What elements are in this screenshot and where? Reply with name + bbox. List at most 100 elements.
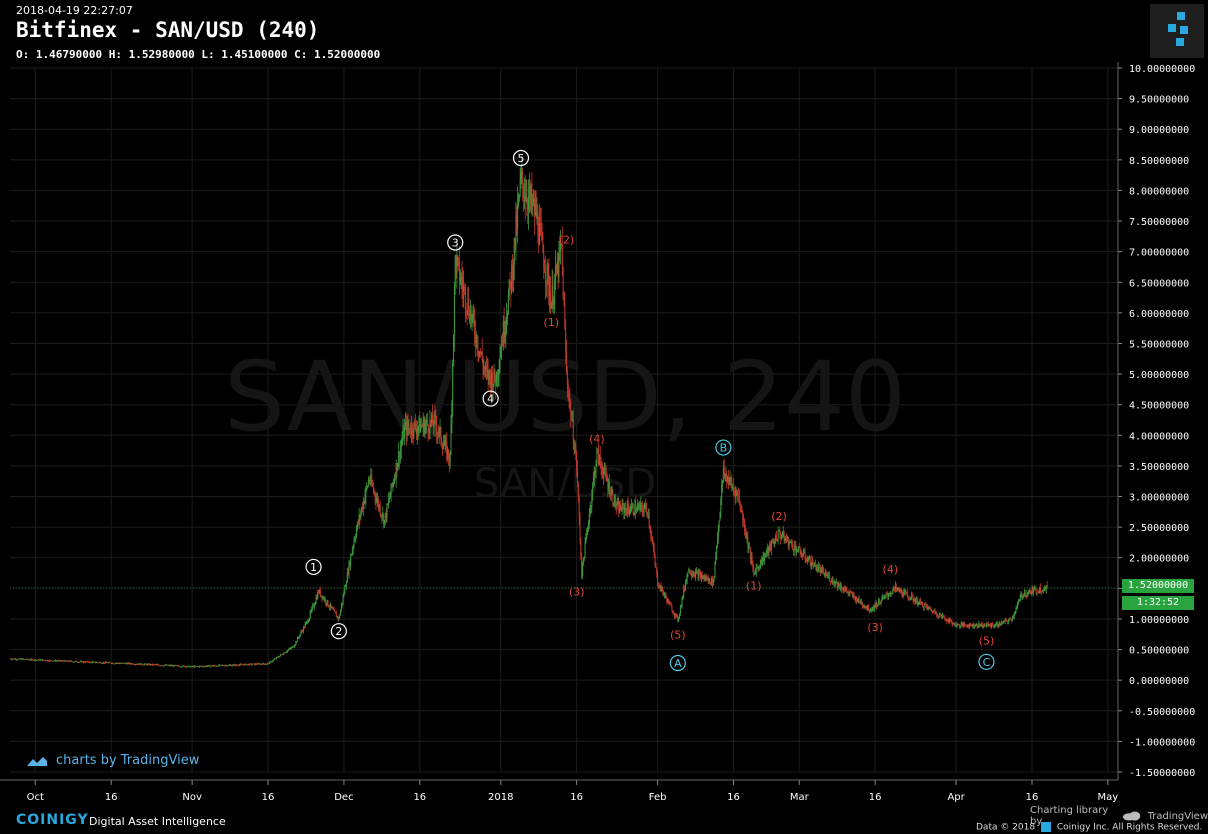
candle [598, 442, 600, 467]
wave-label-white: 3 [447, 234, 464, 251]
candle [791, 538, 793, 548]
candle [669, 602, 671, 605]
candle [192, 665, 194, 668]
candle [946, 618, 948, 625]
candle [762, 551, 764, 566]
candle [200, 665, 202, 667]
candle [910, 591, 912, 601]
candle [12, 658, 14, 661]
candle [480, 351, 482, 356]
candle [914, 597, 916, 605]
candle [146, 663, 148, 666]
y-tick-label: 6.00000000 [1129, 309, 1189, 320]
candle [861, 598, 863, 606]
candle [340, 609, 342, 616]
bar-countdown-tag: 1:32:52 [1122, 596, 1194, 610]
candle [241, 663, 243, 666]
candle [637, 502, 639, 511]
wave-label-cyan: B [715, 439, 732, 456]
coinigy-wordmark[interactable]: COINIGY [16, 812, 89, 828]
candle [274, 657, 276, 660]
wave-circle [330, 623, 347, 640]
candle [234, 664, 236, 667]
candle [1033, 587, 1035, 596]
candle [141, 664, 143, 666]
candle [880, 600, 882, 607]
candle [898, 587, 900, 593]
candle [624, 503, 626, 520]
candle [17, 659, 19, 661]
candle [588, 507, 590, 530]
candle [1006, 619, 1008, 622]
candle [823, 566, 825, 576]
candle [502, 315, 504, 351]
candle [571, 410, 573, 422]
candle [611, 485, 613, 495]
tradingview-link[interactable]: charts by TradingView [24, 753, 199, 768]
candle [1036, 592, 1038, 597]
candle [709, 577, 711, 585]
candle [834, 579, 836, 588]
candle [971, 623, 973, 628]
candle [517, 185, 519, 244]
candle [577, 481, 579, 503]
candle [899, 587, 901, 594]
candle [171, 664, 173, 667]
candle [62, 659, 64, 662]
candle [522, 168, 524, 202]
candle [625, 501, 627, 517]
candle [677, 615, 679, 624]
candle [278, 655, 280, 658]
candle [32, 659, 34, 661]
candle [984, 622, 986, 627]
candle [238, 664, 240, 667]
candle [124, 662, 126, 664]
candle [873, 604, 875, 612]
candle [245, 663, 247, 666]
candle [177, 664, 179, 667]
wave-text: A [674, 657, 682, 670]
wave-label-cyan: A [669, 654, 686, 672]
candle [633, 511, 635, 518]
candle [634, 499, 636, 516]
candle [835, 580, 837, 587]
candle [451, 399, 453, 434]
candle [202, 665, 204, 668]
candle [55, 659, 57, 662]
candle [828, 571, 830, 580]
candle [641, 500, 643, 517]
candle [711, 575, 713, 589]
candle [694, 572, 696, 579]
time-axis[interactable]: Oct 16 Nov 16 Dec 16 2018 16 Feb 16 Mar 16 Apr 16 May [0, 779, 1118, 803]
wave-text: (5) [670, 628, 686, 641]
candle [771, 538, 773, 544]
charting-library-credit[interactable]: Charting library by TradingView [1030, 805, 1208, 827]
candle [347, 567, 349, 576]
candle [691, 570, 693, 579]
candle [387, 503, 389, 506]
candle [262, 662, 264, 665]
candle [1010, 618, 1012, 621]
candle [351, 554, 353, 557]
candle [958, 624, 960, 629]
candle [651, 530, 653, 541]
candle [1034, 585, 1036, 591]
candle [1023, 593, 1025, 599]
candle [941, 614, 943, 619]
candle [974, 624, 976, 630]
candle [408, 419, 410, 437]
candle [576, 459, 578, 488]
candle [103, 662, 105, 664]
price-axis[interactable]: 10.000000009.500000009.000000008.5000000… [10, 62, 1195, 780]
candle [373, 488, 375, 497]
candle [417, 425, 419, 440]
candle [182, 665, 184, 668]
candle [857, 597, 859, 604]
candle [526, 179, 528, 216]
candle [1019, 593, 1021, 602]
candle [597, 447, 599, 454]
candle [150, 663, 152, 666]
candle [254, 663, 256, 665]
candle [237, 664, 239, 666]
